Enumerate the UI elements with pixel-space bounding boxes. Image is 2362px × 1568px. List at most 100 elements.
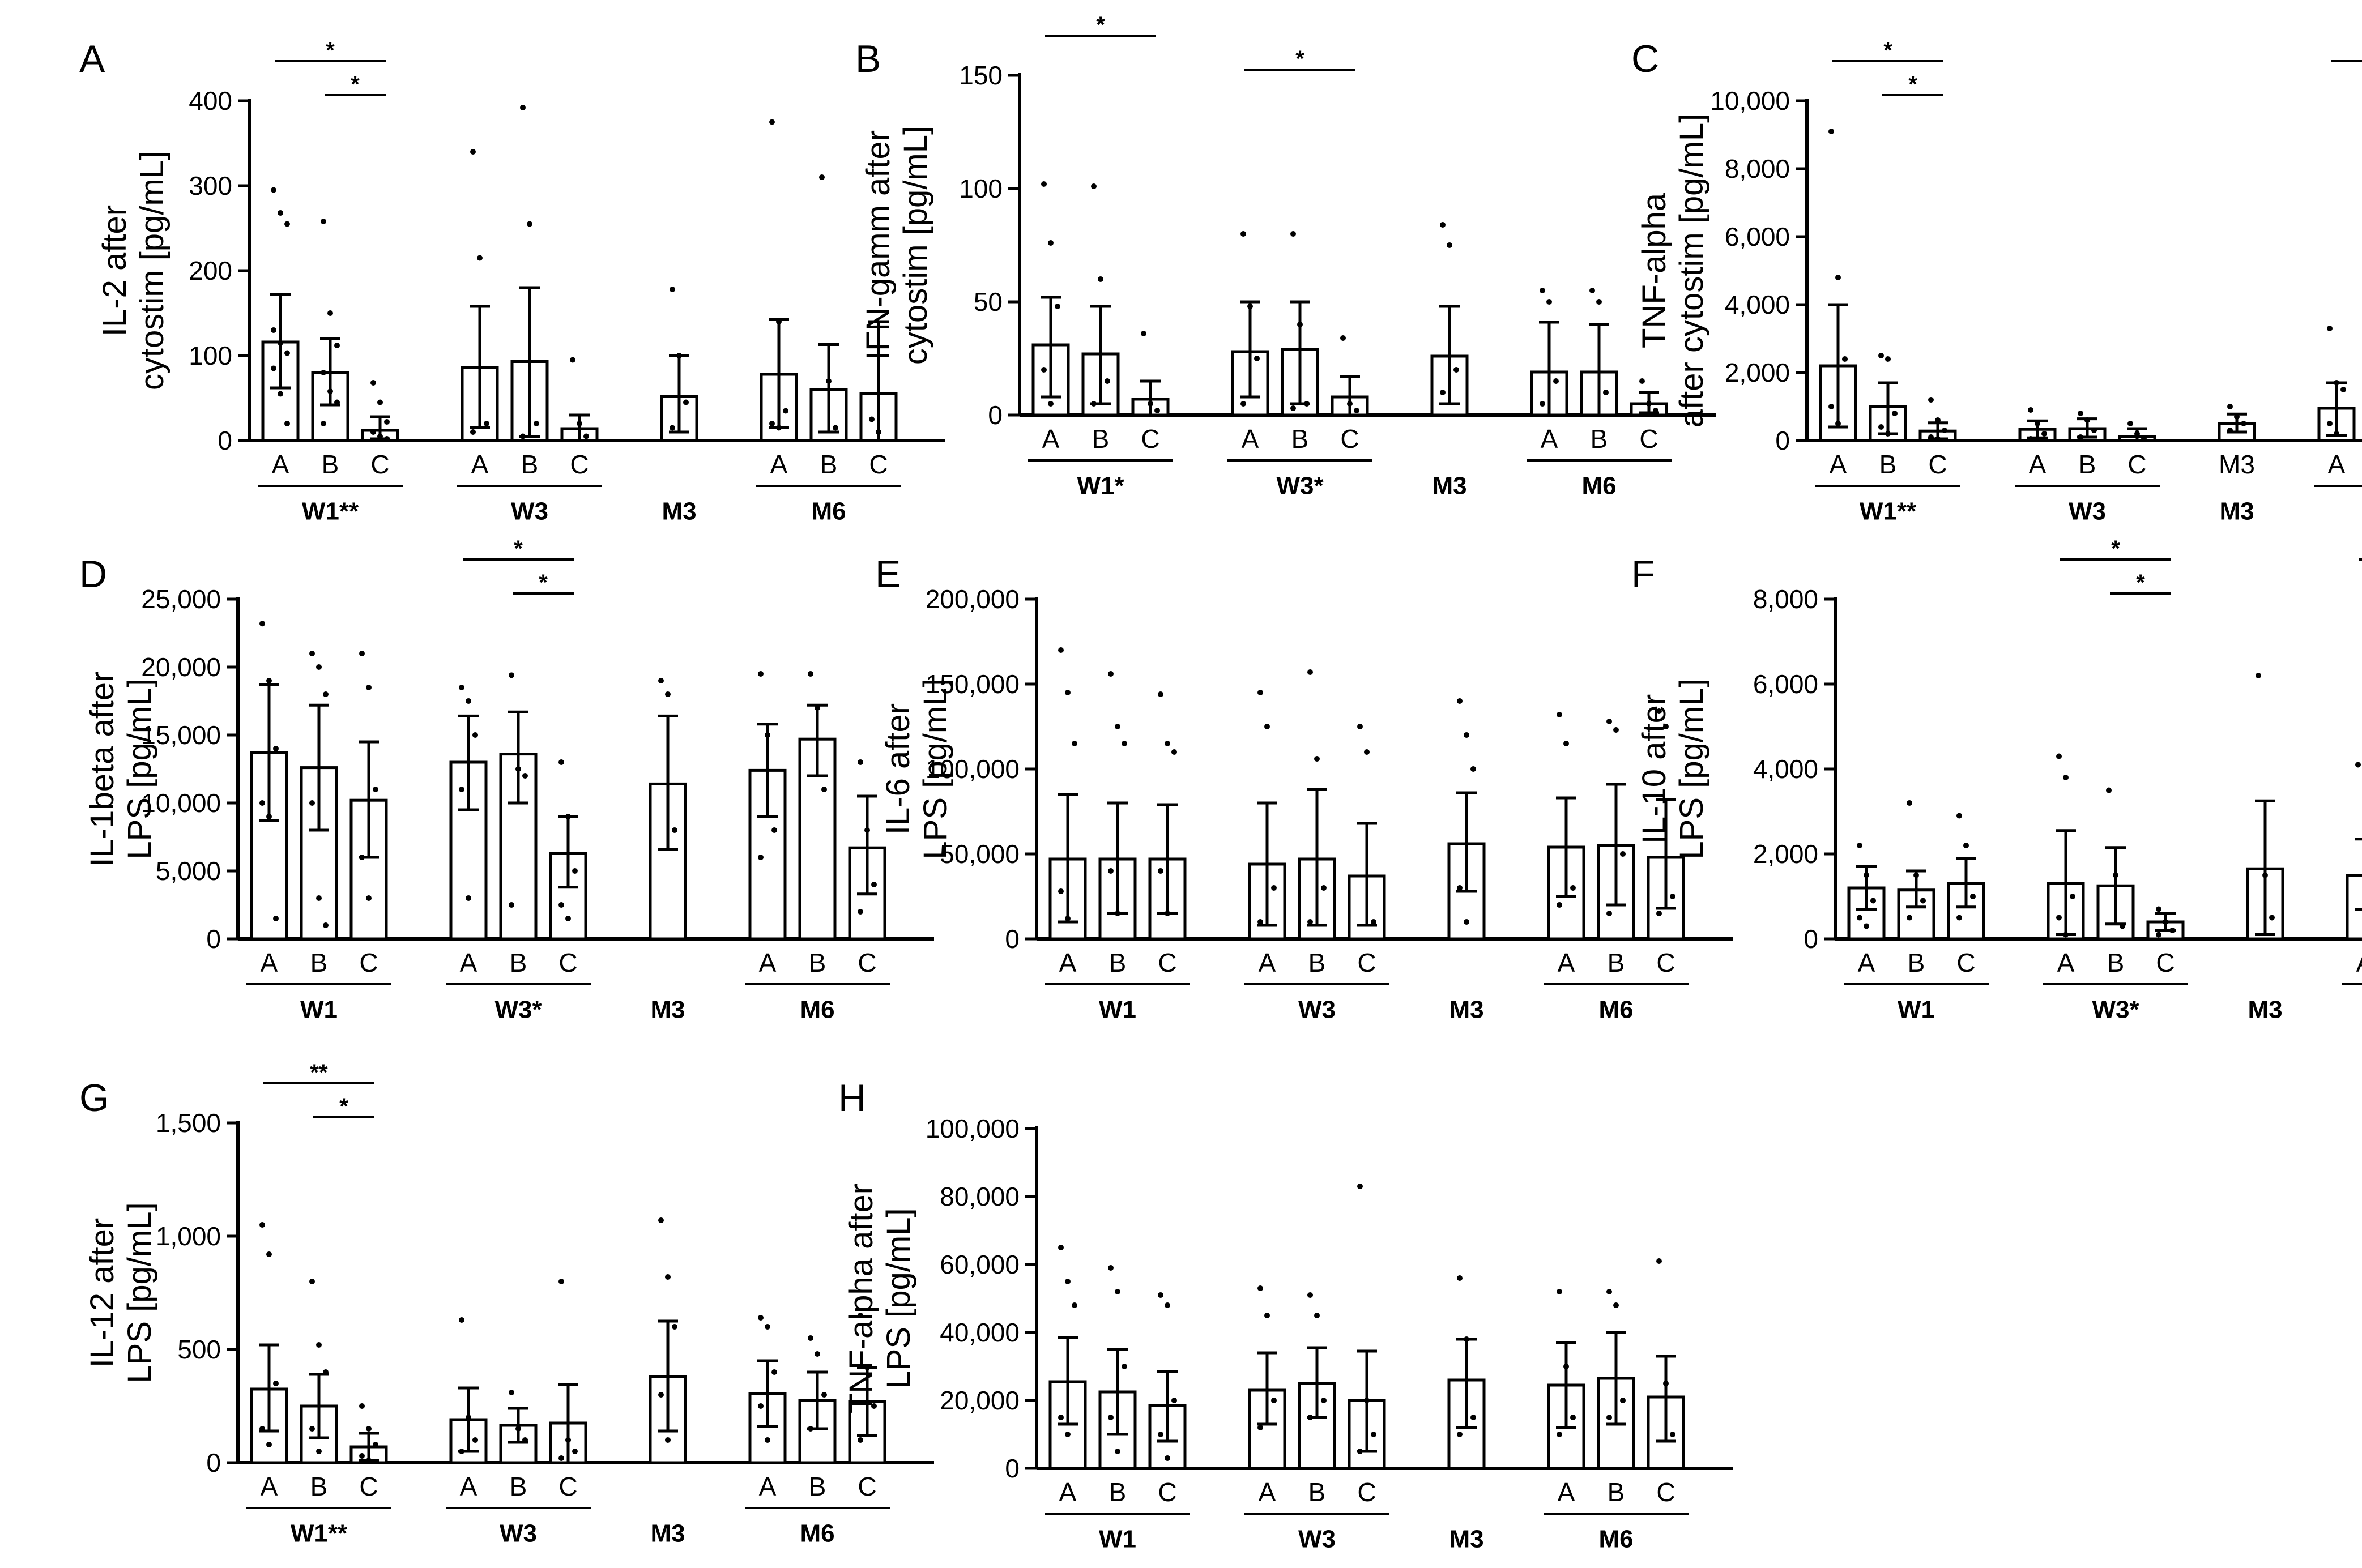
panel-letter-g: G [79, 1076, 109, 1120]
data-point [858, 909, 863, 915]
group-label: W3 [2069, 498, 2106, 525]
category-label: A [1042, 424, 1060, 454]
data-point [520, 105, 526, 110]
data-point [509, 1390, 514, 1395]
data-point [808, 1426, 813, 1432]
data-point [833, 425, 838, 431]
category-label: A [759, 948, 777, 977]
data-point [459, 685, 464, 690]
data-point [1321, 885, 1327, 891]
group-label: M6 [800, 996, 834, 1024]
data-point [1271, 1398, 1277, 1403]
data-point [1842, 356, 1848, 362]
y-axis-label-a: IL-2 aftercytostim [pg/mL] [96, 151, 170, 390]
category-label: A [1259, 1477, 1276, 1507]
data-point [1091, 401, 1097, 407]
data-point [1447, 242, 1452, 248]
y-axis-label-b: IFN-gamm aftercytostim [pg/mL] [860, 126, 934, 365]
y-tick-label: 100,000 [926, 1114, 1020, 1143]
y-tick-label: 1,000 [156, 1221, 221, 1251]
data-point [1122, 1364, 1127, 1369]
data-point [577, 421, 582, 426]
data-point [758, 671, 764, 677]
data-point [769, 119, 775, 125]
data-point [1065, 1279, 1071, 1284]
data-point [776, 319, 782, 324]
data-point [484, 421, 489, 426]
data-point [373, 787, 378, 792]
group-label: W1** [1860, 498, 1917, 525]
category-label: C [570, 450, 589, 479]
data-point [1307, 919, 1313, 925]
data-point [1670, 894, 1675, 899]
data-point [1907, 915, 1912, 921]
data-point [1357, 1449, 1363, 1454]
y-tick-label: 100 [959, 174, 1003, 203]
category-label: B [322, 450, 339, 479]
data-point [284, 421, 290, 426]
data-point [1878, 424, 1884, 430]
data-point [284, 350, 290, 356]
data-point [1670, 1432, 1675, 1437]
data-point [466, 895, 471, 901]
category-label: C [869, 450, 888, 479]
y-tick-label: 150 [959, 61, 1003, 90]
category-label: C [1141, 424, 1159, 454]
data-point [1656, 1258, 1662, 1264]
y-axis-label-line: TNF-alpha [1636, 193, 1673, 348]
data-point [321, 421, 326, 426]
data-point [1058, 1245, 1064, 1250]
data-point [2141, 436, 2147, 442]
panel-letter-d: D [79, 553, 107, 596]
data-point [1613, 727, 1619, 733]
data-point [366, 1426, 372, 1432]
data-point [2028, 407, 2033, 413]
data-point [821, 1392, 827, 1398]
data-point [1828, 404, 1834, 409]
y-axis-label-line: IL-1beta after [84, 672, 121, 867]
data-point [2084, 417, 2090, 423]
data-point [366, 685, 372, 690]
y-tick-label: 200,000 [926, 584, 1020, 614]
category-label: C [1158, 948, 1176, 977]
data-point [808, 1335, 813, 1341]
data-point [1115, 911, 1120, 916]
data-point [2134, 431, 2140, 437]
category-label: B [820, 450, 838, 479]
y-tick-label: 50,000 [940, 839, 1020, 869]
data-point [472, 1437, 478, 1443]
data-point [316, 1342, 322, 1348]
y-tick-label: 2,000 [1753, 839, 1818, 869]
y-axis-label-g: IL-12 afterLPS [pg/mL] [84, 1202, 158, 1383]
data-point [520, 433, 526, 439]
data-point [323, 922, 329, 928]
data-point [273, 1381, 279, 1386]
significance-label: * [539, 570, 548, 595]
data-point [1165, 741, 1170, 746]
data-point [1570, 1415, 1576, 1420]
data-point [1457, 698, 1463, 704]
group-label: M3 [662, 498, 696, 525]
significance-label: * [339, 1094, 348, 1119]
data-point [2269, 915, 2275, 921]
data-point [271, 365, 276, 371]
category-label: C [858, 948, 876, 977]
data-point [284, 221, 290, 227]
data-point [477, 255, 483, 261]
data-point [278, 210, 283, 216]
data-point [1864, 923, 1869, 929]
data-point [1470, 766, 1476, 772]
panel-letter-c: C [1631, 37, 1659, 80]
data-point [1546, 299, 1552, 305]
data-point [370, 380, 376, 386]
data-point [1347, 401, 1353, 407]
data-point [1091, 183, 1097, 189]
data-point [1340, 335, 1346, 341]
y-axis-label-line: LPS [pg/mL] [917, 678, 954, 859]
y-axis-label-d: IL-1beta afterLPS [pg/mL] [84, 672, 158, 867]
data-point [864, 1365, 870, 1370]
data-point [1557, 902, 1562, 908]
significance-label: ** [310, 1060, 328, 1085]
data-point [334, 343, 340, 348]
